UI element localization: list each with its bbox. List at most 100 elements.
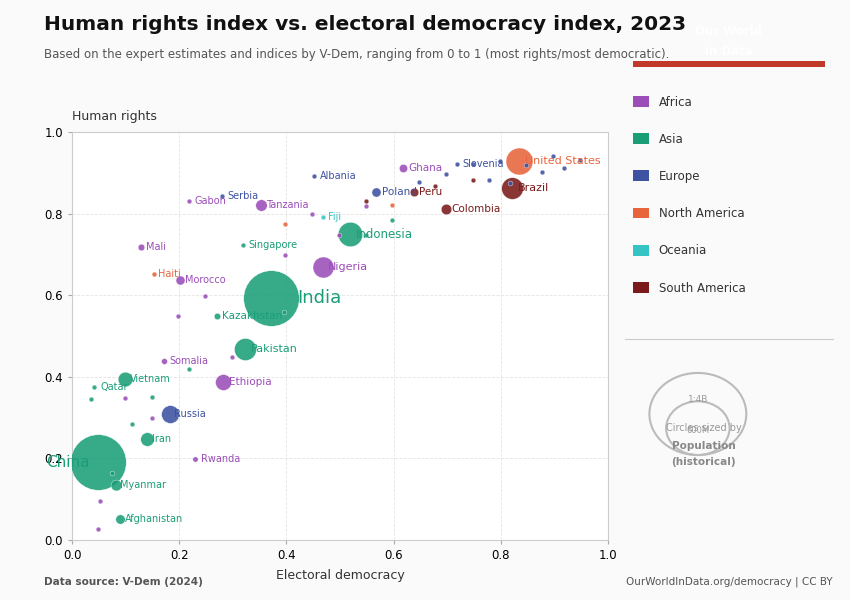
Text: Morocco: Morocco (184, 275, 225, 284)
Point (428, 181, 442, 191)
Text: Poland: Poland (382, 187, 416, 197)
Point (225, 352, 239, 362)
Point (316, 212, 330, 221)
Text: Russia: Russia (174, 409, 206, 419)
Point (189, 454, 202, 464)
Text: Nigeria: Nigeria (328, 262, 368, 272)
Text: 1:4B: 1:4B (688, 395, 708, 404)
Point (450, 159, 463, 169)
Point (503, 178, 517, 188)
Point (439, 204, 453, 214)
Text: Data source: V-Dem (2024): Data source: V-Dem (2024) (44, 577, 203, 587)
Text: Afghanistan: Afghanistan (125, 514, 183, 524)
Point (264, 293, 278, 303)
Point (439, 169, 453, 178)
Text: India: India (298, 289, 342, 307)
Point (238, 344, 252, 354)
Text: in Data: in Data (705, 45, 753, 58)
Text: Based on the expert estimates and indices by V-Dem, ranging from 0 to 1 (most ri: Based on the expert estimates and indice… (44, 48, 670, 61)
Point (573, 155, 586, 164)
Text: 600M: 600M (686, 427, 710, 436)
Point (332, 230, 346, 239)
Point (91, 458, 105, 467)
Point (547, 151, 560, 160)
Point (254, 200, 268, 209)
Point (493, 157, 507, 166)
Text: Circles sized by: Circles sized by (666, 423, 742, 433)
Text: Fiji: Fiji (328, 212, 342, 222)
Point (536, 167, 549, 177)
Point (144, 392, 158, 402)
Text: Tanzania: Tanzania (266, 200, 309, 209)
Text: Africa: Africa (659, 95, 693, 109)
Point (557, 163, 570, 173)
Point (308, 171, 321, 181)
Point (94, 496, 107, 506)
Text: Human rights: Human rights (72, 110, 157, 123)
Text: Haiti: Haiti (158, 269, 181, 279)
Point (157, 356, 171, 366)
Point (126, 419, 139, 428)
Point (210, 311, 224, 321)
Text: Ghana: Ghana (409, 163, 443, 173)
Point (215, 191, 229, 201)
Text: Rwanda: Rwanda (201, 454, 240, 464)
Point (114, 514, 128, 524)
Text: Population: Population (672, 441, 735, 451)
Text: Our World: Our World (695, 25, 762, 38)
Text: Colombia: Colombia (451, 204, 501, 214)
Text: Slovenia: Slovenia (462, 159, 503, 169)
X-axis label: Electoral democracy: Electoral democracy (275, 569, 405, 582)
Text: Albania: Albania (320, 171, 356, 181)
Point (217, 377, 230, 386)
Text: (historical): (historical) (672, 457, 736, 467)
Text: Singapore: Singapore (248, 241, 297, 250)
Text: Vietnam: Vietnam (130, 374, 171, 384)
Point (407, 188, 421, 197)
Bar (633, 61, 824, 67)
Text: North America: North America (659, 207, 745, 220)
Point (87, 382, 100, 392)
Text: United States: United States (524, 155, 600, 166)
Point (277, 308, 291, 317)
Point (519, 160, 533, 169)
Point (84, 394, 98, 404)
Point (396, 163, 410, 173)
Point (279, 219, 292, 229)
Text: Kazakhstan: Kazakhstan (222, 311, 282, 322)
Point (343, 229, 356, 239)
Text: OurWorldInData.org/democracy | CC BY: OurWorldInData.org/democracy | CC BY (626, 576, 833, 587)
Point (144, 413, 158, 423)
Point (359, 230, 372, 239)
Point (118, 374, 132, 383)
Text: Serbia: Serbia (228, 191, 258, 202)
Point (466, 175, 479, 185)
Point (91, 524, 105, 533)
Point (105, 468, 119, 478)
Text: Gabon: Gabon (195, 196, 226, 206)
Point (316, 263, 330, 272)
Point (140, 434, 154, 443)
Point (172, 311, 185, 321)
Point (386, 215, 400, 224)
Point (182, 365, 196, 374)
Text: Iran: Iran (151, 434, 171, 444)
Text: Mali: Mali (146, 242, 166, 252)
Point (482, 175, 496, 185)
Text: Somalia: Somalia (170, 356, 209, 366)
Text: China: China (47, 455, 90, 470)
Text: Ethiopia: Ethiopia (229, 377, 271, 386)
Point (506, 184, 519, 193)
Text: Indonesia: Indonesia (356, 227, 413, 241)
Text: Human rights index vs. electoral democracy index, 2023: Human rights index vs. electoral democra… (44, 15, 686, 34)
Point (134, 242, 148, 252)
Point (163, 410, 177, 419)
Point (359, 202, 372, 211)
Point (412, 177, 426, 187)
Text: Qatar: Qatar (100, 382, 128, 392)
Text: Pakistan: Pakistan (251, 344, 298, 354)
Point (147, 269, 161, 279)
Point (110, 480, 123, 490)
Point (386, 200, 400, 209)
Point (305, 209, 319, 219)
